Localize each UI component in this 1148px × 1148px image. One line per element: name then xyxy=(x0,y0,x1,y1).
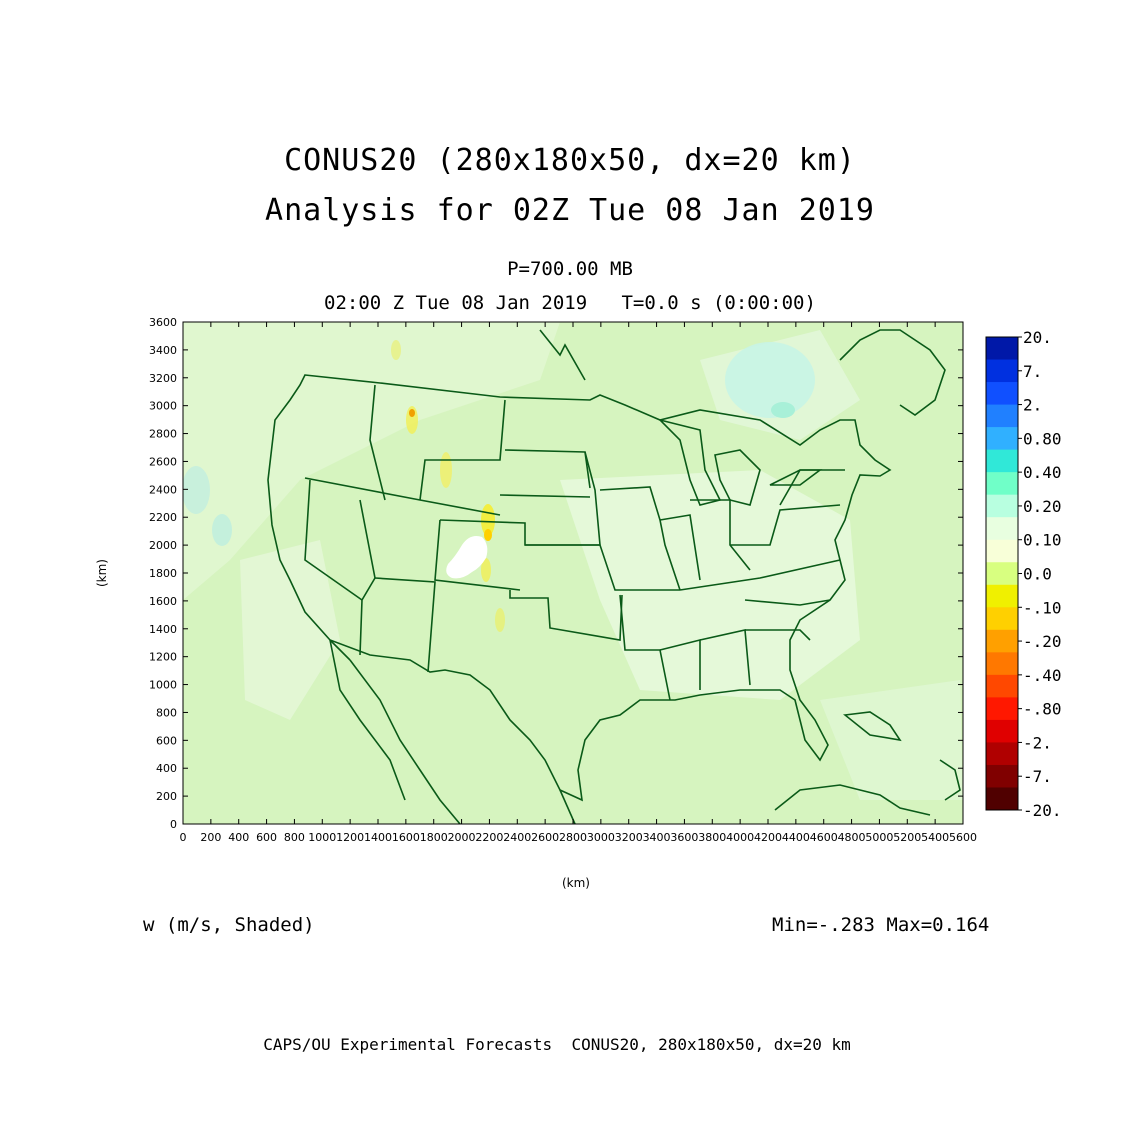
x-tick-label: 2600 xyxy=(531,831,559,844)
valid-time: 02:00 Z Tue 08 Jan 2019 T=0.0 s (0:00:00… xyxy=(324,292,816,314)
w-field xyxy=(183,322,963,824)
plot-title: CONUS20 (280x180x50, dx=20 km) xyxy=(284,143,856,178)
y-tick-label: 1800 xyxy=(149,567,177,580)
x-tick-label: 4600 xyxy=(810,831,838,844)
plot-subtitle: Analysis for 02Z Tue 08 Jan 2019 xyxy=(265,193,875,228)
x-tick-label: 3200 xyxy=(615,831,643,844)
colorbar-label: 0.10 xyxy=(1023,531,1062,550)
x-tick-label: 600 xyxy=(256,831,277,844)
min-max-readout: Min=-.283 Max=0.164 xyxy=(772,914,990,936)
colorbar-label: -.20 xyxy=(1023,632,1062,651)
y-tick-label: 2800 xyxy=(149,428,177,441)
x-tick-label: 2200 xyxy=(475,831,503,844)
x-tick-label: 1200 xyxy=(336,831,364,844)
y-tick-label: 2000 xyxy=(149,539,177,552)
y-tick-label: 1400 xyxy=(149,623,177,636)
x-tick-label: 1800 xyxy=(420,831,448,844)
x-tick-label: 2000 xyxy=(448,831,476,844)
y-tick-label: 400 xyxy=(156,762,177,775)
footer-credit: CAPS/OU Experimental Forecasts CONUS20, … xyxy=(263,1035,851,1054)
colorbar-swatch xyxy=(986,494,1018,518)
y-tick-label: 2400 xyxy=(149,483,177,496)
colorbar-swatch xyxy=(986,742,1018,766)
x-tick-label: 1400 xyxy=(364,831,392,844)
x-tick-label: 5400 xyxy=(921,831,949,844)
x-tick-label: 1600 xyxy=(392,831,420,844)
y-tick-label: 1600 xyxy=(149,595,177,608)
colorbar-swatch xyxy=(986,382,1018,406)
y-tick-label: 3600 xyxy=(149,316,177,329)
y-axis-label: (km) xyxy=(95,559,109,587)
x-tick-label: 5000 xyxy=(865,831,893,844)
x-tick-label: 2400 xyxy=(503,831,531,844)
colorbar-label: -2. xyxy=(1023,733,1052,752)
x-tick-label: 4400 xyxy=(782,831,810,844)
x-tick-label: 3800 xyxy=(698,831,726,844)
map-boundaries xyxy=(267,329,961,824)
colorbar-swatch xyxy=(986,584,1018,608)
y-tick-label: 2600 xyxy=(149,455,177,468)
colorbar-label: -.10 xyxy=(1023,598,1062,617)
colorbar-label: -.80 xyxy=(1023,700,1062,719)
y-tick-label: 1000 xyxy=(149,679,177,692)
colorbar-label: -.40 xyxy=(1023,666,1062,685)
x-tick-label: 200 xyxy=(200,831,221,844)
x-tick-label: 0 xyxy=(180,831,187,844)
colorbar-label: 0.0 xyxy=(1023,565,1052,584)
y-axis: 0 200 400 600 800 1000 1200 1400 1600 1800 2000 220… xyxy=(149,316,963,831)
colorbar-swatch xyxy=(986,697,1018,721)
colorbar-swatch xyxy=(986,449,1018,473)
colorbar-swatch xyxy=(986,359,1018,383)
colorbar-swatch xyxy=(986,472,1018,496)
x-tick-label: 5600 xyxy=(949,831,977,844)
x-tick-label: 4000 xyxy=(726,831,754,844)
x-tick-label: 4200 xyxy=(754,831,782,844)
colorbar-swatch xyxy=(986,427,1018,451)
x-tick-label: 3400 xyxy=(643,831,671,844)
colorbar-label: 7. xyxy=(1023,362,1042,381)
x-tick-label: 2800 xyxy=(559,831,587,844)
colorbar-swatch xyxy=(986,404,1018,428)
y-tick-label: 2200 xyxy=(149,511,177,524)
y-tick-label: 200 xyxy=(156,790,177,803)
colorbar-swatch xyxy=(986,539,1018,563)
colorbar-swatch xyxy=(986,719,1018,743)
colorbar-swatch xyxy=(986,629,1018,653)
colorbar-swatch xyxy=(986,674,1018,698)
y-tick-label: 3200 xyxy=(149,372,177,385)
y-tick-label: 0 xyxy=(170,818,177,831)
colorbar-swatch xyxy=(986,764,1018,788)
colorbar-swatch xyxy=(986,517,1018,541)
x-tick-label: 4800 xyxy=(838,831,866,844)
pressure-level: P=700.00 MB xyxy=(507,258,633,280)
x-tick-label: 3600 xyxy=(670,831,698,844)
x-tick-label: 5200 xyxy=(893,831,921,844)
y-tick-label: 1200 xyxy=(149,651,177,664)
y-tick-label: 3400 xyxy=(149,344,177,357)
variable-label: w (m/s, Shaded) xyxy=(143,914,315,936)
colorbar-swatch xyxy=(986,787,1018,811)
x-tick-label: 1000 xyxy=(308,831,336,844)
x-tick-label: 3000 xyxy=(587,831,615,844)
x-axis: 0 200 400 600 800 1000 1200 1400 1600 1800 2000 220… xyxy=(180,322,977,844)
colorbar-label: 2. xyxy=(1023,396,1042,415)
colorbar-label: -7. xyxy=(1023,767,1052,786)
y-tick-label: 3000 xyxy=(149,400,177,413)
colorbar-swatch xyxy=(986,607,1018,631)
colorbar-swatch xyxy=(986,652,1018,676)
colorbar-label: 0.40 xyxy=(1023,463,1062,482)
x-tick-label: 400 xyxy=(228,831,249,844)
x-axis-label: (km) xyxy=(562,876,590,890)
colorbar-swatch xyxy=(986,337,1018,361)
colorbar-label: -20. xyxy=(1023,801,1062,820)
y-tick-label: 800 xyxy=(156,706,177,719)
x-tick-label: 800 xyxy=(284,831,305,844)
colorbar-swatch xyxy=(986,562,1018,586)
colorbar-label: 20. xyxy=(1023,328,1052,347)
colorbar: 20. 7. 2. 0.80 0.40 0.20 0.10 0.0 -.10 -.20 -.40 -.… xyxy=(985,328,1062,820)
y-tick-label: 600 xyxy=(156,734,177,747)
colorbar-label: 0.80 xyxy=(1023,429,1062,448)
colorbar-label: 0.20 xyxy=(1023,497,1062,516)
